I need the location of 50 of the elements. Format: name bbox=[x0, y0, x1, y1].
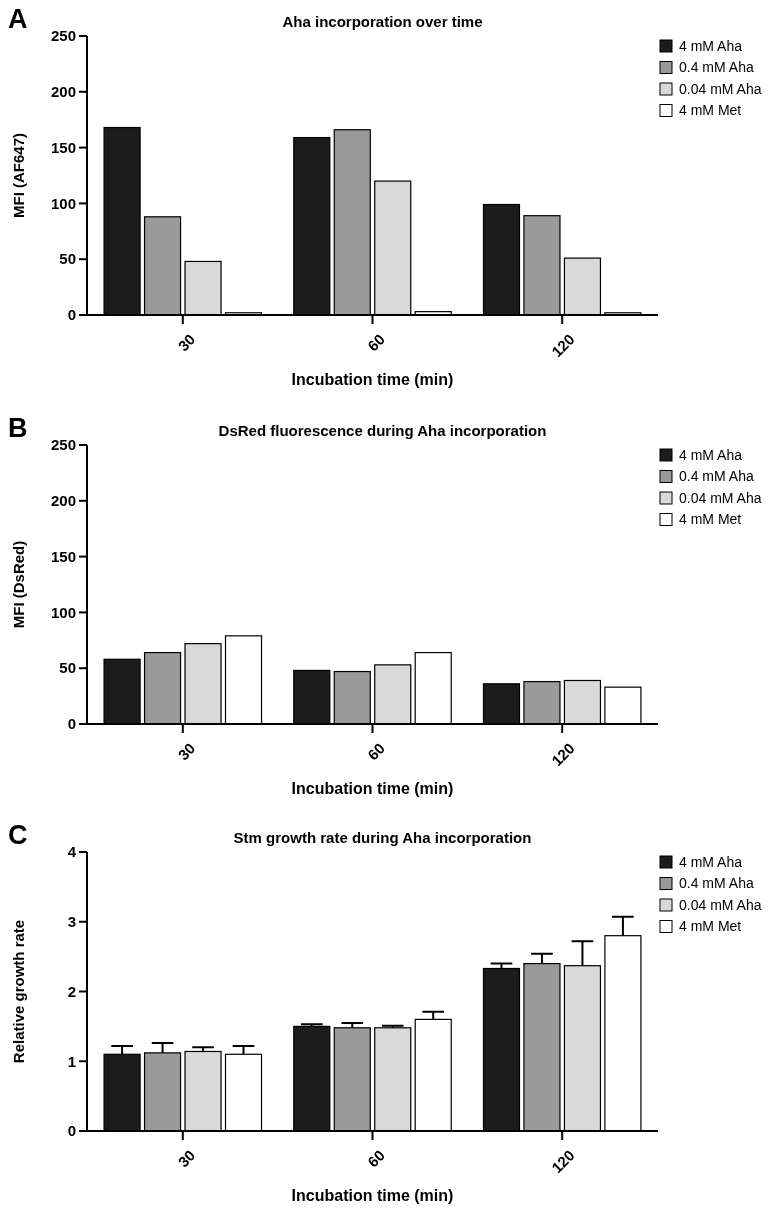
y-axis-title: MFI (AF647) bbox=[10, 132, 27, 219]
x-tick-label: 60 bbox=[364, 1146, 389, 1171]
legend-label: 0.4 mM Aha bbox=[679, 875, 754, 892]
legend-label: 0.04 mM Aha bbox=[679, 489, 762, 506]
legend-label: 0.4 mM Aha bbox=[679, 59, 754, 76]
y-tick-label: 50 bbox=[59, 250, 76, 268]
y-tick-label: 200 bbox=[50, 83, 76, 101]
chart-title: Stm growth rate during Aha incorporation bbox=[233, 829, 532, 846]
legend-label: 4 mM Aha bbox=[679, 853, 743, 870]
y-tick-label: 1 bbox=[67, 1052, 76, 1070]
y-axis-title: Relative growth rate bbox=[10, 919, 27, 1064]
legend-label: 0.04 mM Aha bbox=[679, 80, 762, 97]
legend-label: 4 mM Aha bbox=[679, 446, 743, 463]
y-tick-label: 4 bbox=[67, 843, 77, 861]
y-tick-label: 100 bbox=[50, 194, 76, 212]
y-tick-label: 0 bbox=[67, 306, 76, 324]
x-tick-label: 60 bbox=[364, 739, 389, 764]
text: C bbox=[8, 820, 28, 850]
x-tick-label: 30 bbox=[174, 739, 199, 764]
y-tick-label: 250 bbox=[50, 436, 76, 454]
x-axis-title: Incubation time (min) bbox=[291, 371, 454, 388]
y-tick-label: 250 bbox=[50, 27, 76, 45]
text: A bbox=[8, 4, 28, 34]
y-tick-label: 0 bbox=[67, 1122, 76, 1140]
x-tick-label: 120 bbox=[548, 1146, 578, 1177]
legend-label: 4 mM Met bbox=[679, 511, 742, 528]
text: B bbox=[8, 413, 28, 443]
legend-label: 4 mM Met bbox=[679, 918, 742, 935]
y-tick-label: 200 bbox=[50, 492, 76, 510]
y-tick-label: 150 bbox=[50, 138, 76, 156]
x-axis-title: Incubation time (min) bbox=[291, 1187, 454, 1204]
y-tick-label: 0 bbox=[67, 715, 76, 733]
chart-title: Aha incorporation over time bbox=[282, 13, 483, 30]
x-tick-label: 120 bbox=[548, 330, 578, 361]
y-tick-label: 100 bbox=[50, 603, 76, 621]
x-tick-label: 30 bbox=[174, 330, 199, 355]
x-tick-label: 60 bbox=[364, 330, 389, 355]
y-tick-label: 3 bbox=[67, 913, 76, 930]
y-tick-label: 150 bbox=[50, 547, 76, 565]
x-tick-label: 120 bbox=[548, 739, 578, 770]
x-tick-label: 30 bbox=[174, 1146, 199, 1171]
y-axis-title: MFI (DsRed) bbox=[10, 540, 27, 629]
x-axis-title: Incubation time (min) bbox=[291, 780, 454, 797]
legend-label: 4 mM Met bbox=[679, 102, 742, 119]
legend-label: 0.04 mM Aha bbox=[679, 896, 762, 913]
legend-label: 0.4 mM Aha bbox=[679, 468, 754, 485]
y-tick-label: 50 bbox=[59, 659, 76, 677]
chart-title: DsRed fluorescence during Aha incorporation bbox=[218, 422, 547, 439]
y-tick-label: 2 bbox=[67, 982, 76, 1000]
legend-label: 4 mM Aha bbox=[679, 37, 743, 54]
